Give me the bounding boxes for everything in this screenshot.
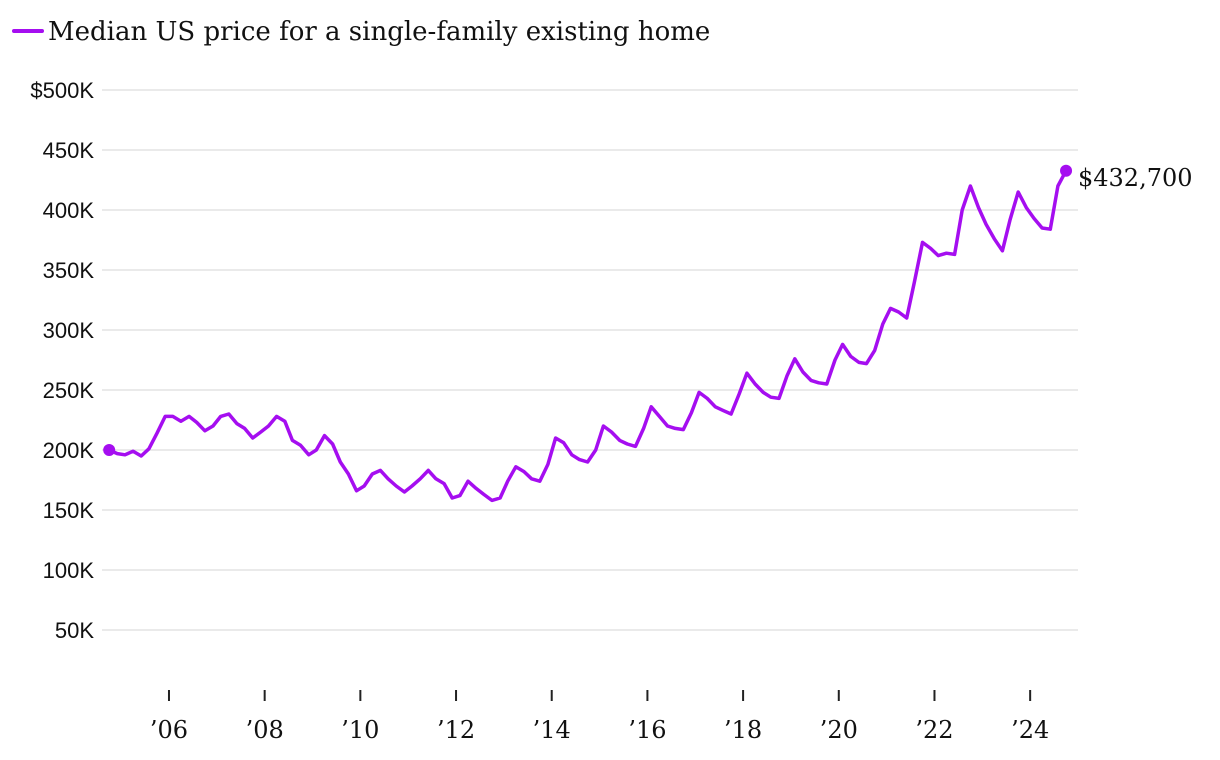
x-tick-label: ’22 <box>915 716 953 744</box>
y-tick-label: 250K <box>43 378 95 403</box>
gridlines <box>102 89 1078 631</box>
y-tick-label: 350K <box>43 258 95 283</box>
x-tick-label: ’18 <box>724 716 762 744</box>
x-tick-label: ’20 <box>820 716 858 744</box>
x-tick-label: ’10 <box>341 716 379 744</box>
x-tick-label: ’24 <box>1011 716 1049 744</box>
y-tick-label: 300K <box>43 318 95 343</box>
series-line <box>107 169 1068 503</box>
y-tick-label: 200K <box>43 438 95 463</box>
y-tick-label: 50K <box>55 618 94 643</box>
x-tick-label: ’14 <box>533 716 571 744</box>
y-tick-label: 150K <box>43 498 95 523</box>
series-layer <box>103 164 1073 503</box>
x-axis-ticks: ’06 ’08 ’10 ’12 ’14 ’16 ’18 ’20 ’22 ’24 <box>150 690 1049 744</box>
legend-label: Median US price for a single-family exis… <box>48 17 710 47</box>
y-tick-label: 100K <box>43 558 95 583</box>
x-tick-label: ’06 <box>150 716 188 744</box>
y-tick-label: 450K <box>43 138 95 163</box>
x-tick-label: ’12 <box>437 716 475 744</box>
legend: Median US price for a single-family exis… <box>12 17 710 47</box>
y-tick-label: 400K <box>43 198 95 223</box>
start-point-marker <box>103 444 116 456</box>
y-axis-tick-labels: 50K 100K 150K 200K 250K 300K 350K 400K 450K $500K <box>30 78 94 643</box>
x-tick-label: ’08 <box>246 716 284 744</box>
x-tick-label: ’16 <box>628 716 666 744</box>
end-point-marker <box>1060 164 1073 177</box>
end-value-label: $432,700 <box>1078 164 1193 192</box>
y-tick-label: $500K <box>30 78 94 103</box>
